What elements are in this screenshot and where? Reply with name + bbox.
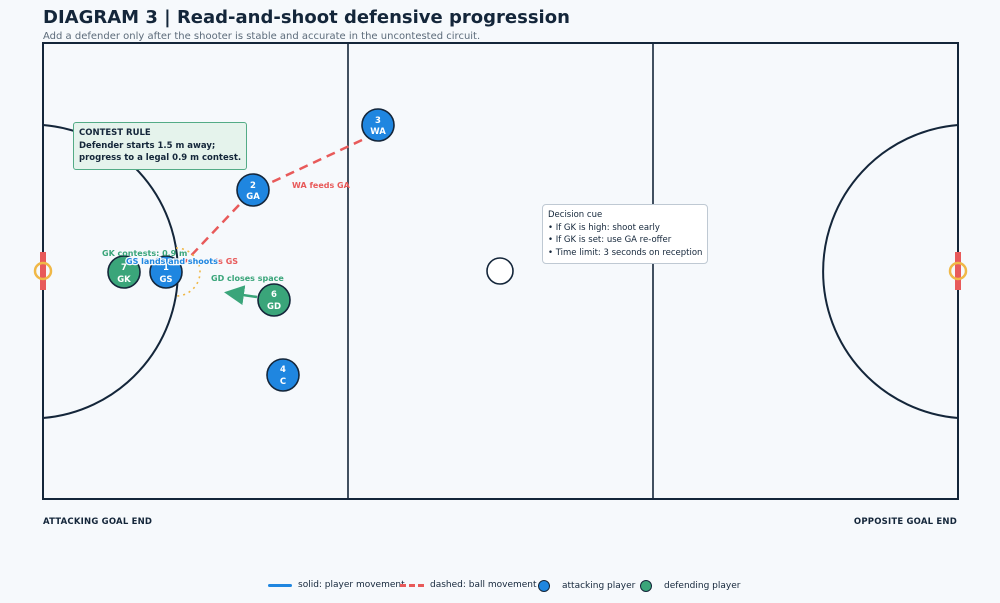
contest-rule-box: CONTEST RULE Defender starts 1.5 m away;… [73,122,248,170]
player-role: GA [246,192,260,202]
decision-cue-item: • Time limit: 3 seconds on reception [548,247,703,258]
player-number: 6 [271,290,277,300]
player-c[interactable]: 4 C [266,358,300,392]
annotation-wa-feeds-ga: WA feeds GA [292,181,351,190]
legend-attacking-label: attacking player [562,581,636,591]
legend-solid-label: solid: player movement [298,580,405,590]
player-number: 4 [280,365,286,375]
annotation-feeds-gs: eds GS [207,257,238,266]
ball-pass-wa-to-ga [269,138,363,185]
annotation-gd-closes: GD closes space [211,274,284,283]
player-number: 7 [121,263,127,273]
player-number: 3 [375,116,381,126]
player-role: GK [117,275,131,285]
decision-cue-heading: Decision cue [548,210,603,220]
decision-cue-item: • If GK is high: shoot early [548,222,660,233]
contest-distance-arc [175,247,201,297]
player-gk[interactable]: 7 GK [107,255,141,289]
annotation-gk-contests: GK contests: 0.9 m [102,249,187,258]
solid-line-swatch [268,583,292,587]
contest-rule-line: progress to a legal 0.9 m contest. [79,153,242,163]
legend-defending-label: defending player [664,581,741,591]
centre-circle [486,257,514,285]
diagram-subtitle: Add a defender only after the shooter is… [43,31,481,42]
goal-circle-right [822,124,959,419]
goal-post-right [948,252,968,290]
legend-solid: solid: player movement [268,580,405,590]
player-role: C [280,377,286,387]
attacking-goal-end-label: ATTACKING GOAL END [43,517,153,527]
annotation-gs-lands: GS lands and shoots [126,257,218,266]
player-ga[interactable]: 2 GA [236,173,270,207]
contest-rule-heading: CONTEST RULE [79,128,151,138]
player-role: GD [267,302,281,312]
legend-defending: defending player [640,580,740,592]
diagram-title: DIAGRAM 3 | Read-and-shoot defensive pro… [43,7,570,28]
goal-post-left [33,252,53,290]
gd-movement-arrow [224,285,258,306]
defending-dot-icon [640,580,652,592]
dashed-line-swatch [400,583,424,587]
contest-rule-line: Defender starts 1.5 m away; [79,140,216,151]
ball-pass-ga-to-gs [184,204,240,263]
opposite-goal-end-label: OPPOSITE GOAL END [853,517,957,527]
player-role: WA [370,127,386,137]
player-gd[interactable]: 6 GD [257,283,291,317]
player-gs[interactable]: 1 GS [149,255,183,289]
legend-attacking: attacking player [538,580,635,592]
player-number: 1 [163,263,169,273]
legend: solid: player movement dashed: ball move… [0,580,1000,594]
attacking-dot-icon [538,580,550,592]
player-number: 2 [250,181,256,191]
player-wa[interactable]: 3 WA [361,108,395,142]
legend-dashed-label: dashed: ball movement [430,580,537,590]
decision-cue-box: Decision cue • If GK is high: shoot earl… [542,204,709,264]
decision-cue-item: • If GK is set: use GA re-offer [548,235,672,245]
legend-dashed: dashed: ball movement [400,580,537,590]
player-role: GS [159,275,172,285]
